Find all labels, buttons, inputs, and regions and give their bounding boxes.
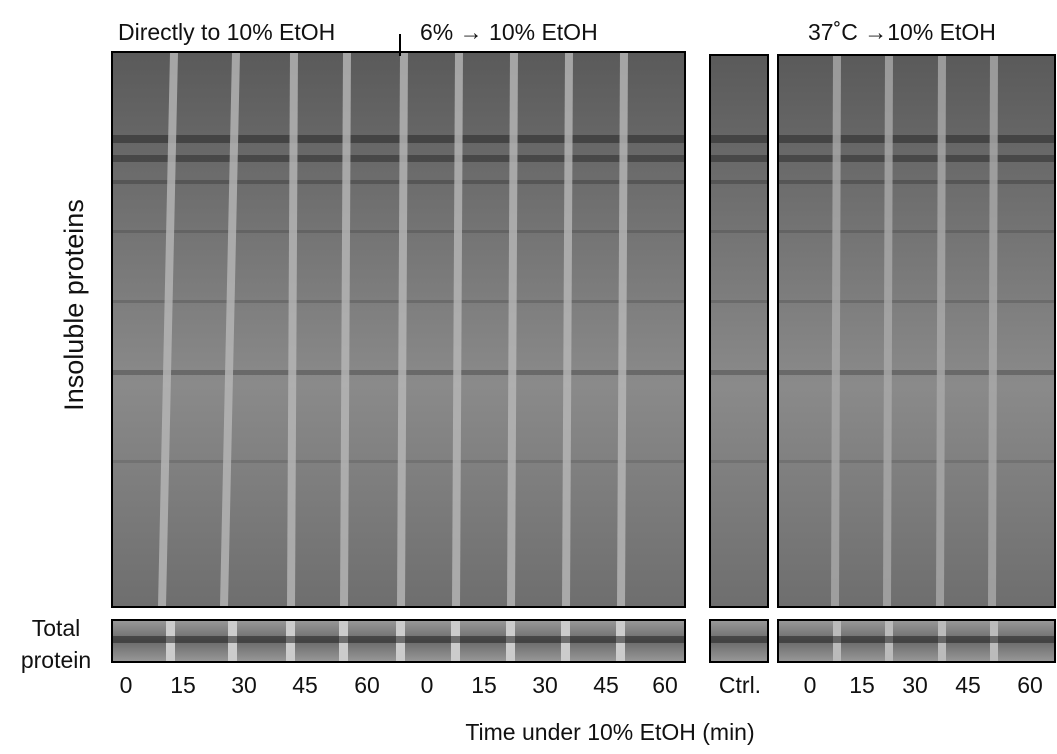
lane-label: 15 — [471, 672, 497, 698]
lane-label: 45 — [292, 672, 318, 698]
lane-label: 30 — [902, 672, 928, 698]
lane-gap — [452, 53, 463, 606]
strip-band — [113, 636, 684, 643]
lane-gap — [883, 56, 893, 606]
lane-label: 60 — [652, 672, 678, 698]
lane-gap — [340, 53, 351, 606]
group-label: 6% → 10% EtOH — [420, 19, 598, 45]
lane-gap — [158, 53, 178, 606]
lane-label: 15 — [849, 672, 875, 698]
lane-label: Ctrl. — [719, 672, 761, 698]
group-label: Directly to 10% EtOH — [118, 19, 335, 45]
lane-label: 15 — [170, 672, 196, 698]
lane-label: 60 — [354, 672, 380, 698]
lane-label: 45 — [593, 672, 619, 698]
gel-band — [711, 230, 767, 233]
gel-band — [711, 155, 767, 162]
y-label: Insoluble proteins — [59, 199, 89, 411]
gel-right — [777, 54, 1056, 608]
gel-band — [779, 370, 1054, 375]
gel-band — [711, 180, 767, 184]
gel-band — [113, 300, 684, 303]
lane-gap — [507, 53, 518, 606]
gel-band — [711, 370, 767, 375]
lane-label: 30 — [532, 672, 558, 698]
gel-band — [711, 300, 767, 303]
lane-gap — [831, 56, 841, 606]
gel-band — [113, 230, 684, 233]
gel-band — [779, 230, 1054, 233]
lane-label: 30 — [231, 672, 257, 698]
lane-gap — [617, 53, 628, 606]
strip-label: protein — [21, 647, 91, 673]
lane-label: 0 — [120, 672, 133, 698]
gel-ctrl — [709, 54, 769, 608]
gel-band — [779, 135, 1054, 143]
x-label: Time under 10% EtOH (min) — [465, 719, 754, 745]
gel-band — [779, 460, 1054, 463]
lane-label: 60 — [1017, 672, 1043, 698]
gel-band — [711, 460, 767, 463]
lane-gap — [220, 53, 240, 606]
lane-gap — [562, 53, 573, 606]
gel-band — [113, 135, 684, 143]
gel-band — [113, 180, 684, 184]
lane-gap — [936, 56, 946, 606]
gel-band — [711, 135, 767, 143]
group-label: 37˚C →10% EtOH — [808, 19, 996, 45]
strip-band — [711, 636, 767, 643]
lane-gap — [397, 53, 408, 606]
gel-band — [113, 155, 684, 162]
strip-band — [779, 636, 1054, 643]
gel-band — [779, 155, 1054, 162]
gel-band — [779, 300, 1054, 303]
gel-band — [779, 180, 1054, 184]
gel-images — [111, 51, 1056, 663]
lane-label: 45 — [955, 672, 981, 698]
lane-label: 0 — [421, 672, 434, 698]
lane-gap — [988, 56, 998, 606]
lane-gap — [287, 53, 298, 606]
strip-label: Total — [32, 615, 81, 641]
lane-label: 0 — [804, 672, 817, 698]
